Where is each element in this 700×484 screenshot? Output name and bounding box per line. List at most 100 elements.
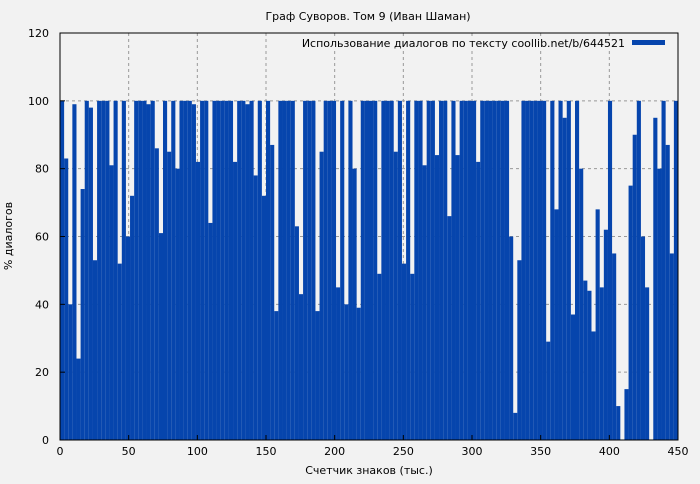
bars xyxy=(60,100,678,441)
bar xyxy=(204,100,209,440)
bar xyxy=(451,100,456,440)
chart-title: Граф Суворов. Том 9 (Иван Шаман) xyxy=(265,10,470,23)
bar xyxy=(72,104,77,440)
bar xyxy=(290,100,295,440)
bar xyxy=(125,236,131,440)
bar xyxy=(401,263,407,440)
bar xyxy=(583,280,588,440)
bar xyxy=(348,100,353,440)
bar xyxy=(105,100,110,440)
y-tick-label: 20 xyxy=(35,366,49,379)
y-tick-label: 120 xyxy=(28,27,49,40)
bar xyxy=(422,165,427,440)
bar xyxy=(117,263,122,440)
bar xyxy=(101,100,106,440)
bar xyxy=(636,100,641,440)
bar xyxy=(286,100,291,440)
bar xyxy=(554,209,559,440)
bar xyxy=(237,100,242,440)
bar xyxy=(669,253,674,440)
bar xyxy=(187,100,192,440)
bar xyxy=(463,100,468,440)
x-tick-label: 250 xyxy=(393,445,414,458)
bar xyxy=(97,100,102,440)
bar xyxy=(344,304,349,440)
bar xyxy=(138,100,143,440)
legend-label: Использование диалогов по тексту coollib… xyxy=(302,37,625,50)
bar xyxy=(331,100,337,440)
bar xyxy=(266,100,271,440)
bar xyxy=(665,144,670,441)
bar xyxy=(410,273,415,440)
bar xyxy=(121,100,126,440)
y-tick-label: 60 xyxy=(35,231,49,244)
bar xyxy=(517,260,522,440)
bar xyxy=(245,104,250,440)
plot-border xyxy=(59,32,679,441)
bar xyxy=(158,233,163,440)
bar xyxy=(496,100,501,440)
bar xyxy=(480,100,485,440)
bar xyxy=(575,100,580,440)
bar xyxy=(373,100,378,440)
bar xyxy=(599,287,604,440)
bar xyxy=(150,100,155,440)
bar xyxy=(570,314,575,440)
bar xyxy=(241,100,246,440)
bar xyxy=(274,311,279,440)
bar xyxy=(249,100,254,440)
legend-swatch xyxy=(632,40,665,45)
bar xyxy=(224,100,229,440)
bar xyxy=(509,236,514,440)
bar xyxy=(537,100,543,440)
bar xyxy=(364,100,369,440)
bar xyxy=(472,100,477,440)
bar xyxy=(529,100,534,440)
bar xyxy=(76,358,81,440)
bar xyxy=(550,100,555,440)
bar xyxy=(216,100,221,440)
bar xyxy=(360,100,365,440)
bar xyxy=(146,104,151,440)
y-tick-label: 0 xyxy=(42,434,49,447)
bar xyxy=(130,195,135,440)
bar xyxy=(595,209,600,440)
bar xyxy=(307,100,312,440)
bar xyxy=(500,100,505,440)
bar xyxy=(142,100,147,440)
ticks: 0 50 100 150 200 250 300 350 400 450 0 20 40 60 80 100 1… xyxy=(28,27,689,458)
bar xyxy=(546,341,551,440)
y-tick-label: 40 xyxy=(35,298,49,311)
bar xyxy=(414,100,419,440)
bar xyxy=(60,100,65,440)
bar xyxy=(183,100,188,440)
bar xyxy=(208,222,213,440)
bar xyxy=(484,100,489,440)
bar xyxy=(369,100,374,440)
bar xyxy=(154,148,159,441)
bar xyxy=(459,100,464,440)
x-tick-label: 0 xyxy=(57,445,64,458)
bar xyxy=(377,273,382,440)
bar xyxy=(587,290,592,440)
bar xyxy=(640,236,646,440)
bar xyxy=(504,100,510,440)
bar xyxy=(513,412,518,440)
bar xyxy=(397,100,402,440)
bar xyxy=(323,100,328,440)
bar xyxy=(228,100,234,440)
bar xyxy=(632,134,637,440)
bar xyxy=(591,331,596,440)
legend: Использование диалогов по тексту coollib… xyxy=(302,36,670,50)
bar xyxy=(385,100,390,440)
y-tick-label: 100 xyxy=(28,95,49,108)
x-tick-label: 350 xyxy=(530,445,551,458)
bar xyxy=(616,406,621,440)
bar xyxy=(134,100,139,440)
bar xyxy=(393,151,398,441)
bar xyxy=(319,151,324,441)
bar xyxy=(389,100,394,440)
bar xyxy=(270,144,275,441)
bar xyxy=(253,175,258,440)
